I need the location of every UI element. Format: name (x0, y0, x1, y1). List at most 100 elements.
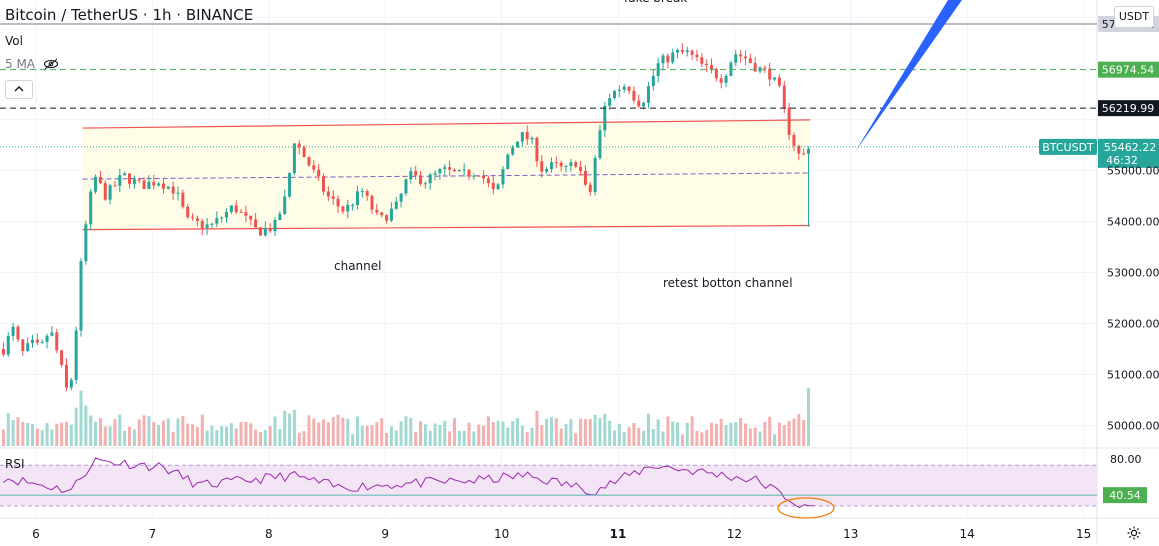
volume-bar (549, 417, 553, 446)
price-level-label: 56974.54 (1102, 64, 1155, 77)
volume-bar (239, 421, 243, 446)
currency-selector[interactable]: USDT (1114, 6, 1154, 28)
volume-bar (622, 432, 626, 446)
chevron-up-icon (14, 86, 24, 92)
volume-bar (613, 430, 617, 446)
candle-body (142, 180, 146, 190)
candle-body (685, 50, 689, 53)
candle-body (79, 261, 83, 331)
volume-bar (419, 421, 423, 446)
time-tick-label: 13 (843, 527, 858, 541)
volume-bar (588, 418, 592, 446)
candle-body (292, 143, 296, 174)
candle-body (273, 219, 277, 232)
candle-body (147, 181, 151, 190)
volume-bar (108, 426, 112, 446)
volume-bar (438, 424, 442, 446)
volume-bar (64, 421, 68, 446)
volume-bar (477, 424, 481, 446)
ma-indicator-label[interactable]: 5 MA (5, 57, 36, 71)
channel-label: channel (334, 259, 381, 273)
volume-bar (671, 421, 675, 446)
candle-body (743, 56, 747, 59)
volume-bar (758, 431, 762, 446)
candle-body (239, 212, 243, 214)
candle-body (244, 212, 248, 216)
volume-indicator-label[interactable]: Vol (5, 34, 23, 48)
time-tick-label: 14 (960, 527, 975, 541)
volume-bar (210, 425, 214, 446)
volume-bar (520, 425, 524, 446)
candle-body (389, 208, 393, 221)
candle-body (191, 217, 195, 219)
volume-bar (603, 413, 607, 446)
volume-bar (113, 419, 117, 446)
candle-body (642, 102, 646, 107)
candle-body (520, 131, 524, 142)
volume-bar (322, 419, 326, 446)
candle-body (554, 162, 558, 164)
volume-bar (35, 428, 39, 446)
volume-bar (31, 423, 35, 446)
candle-body (181, 192, 185, 207)
collapse-legend-button[interactable] (5, 80, 33, 99)
time-tick-label: 12 (727, 527, 742, 541)
volume-bar (254, 429, 258, 446)
volume-bar (205, 430, 209, 446)
volume-bar (525, 432, 529, 446)
price-axis: 57869.5156974.5456219.99BTCUSDT55462.224… (1039, 15, 1159, 504)
candle-body (448, 167, 452, 170)
candle-body (671, 52, 675, 63)
candle-body (254, 219, 258, 228)
candles (1, 43, 811, 392)
candle-body (297, 143, 301, 148)
rsi-indicator-label[interactable]: RSI (5, 457, 25, 471)
candle-body (210, 223, 214, 225)
candle-body (171, 186, 175, 194)
candle-body (617, 89, 621, 92)
volume-bar (748, 428, 752, 446)
volume-bar (506, 427, 510, 446)
candle-body (6, 335, 10, 355)
price-tick-label: 50000.00 (1107, 420, 1159, 433)
symbol-badge-label: BTCUSDT (1042, 141, 1094, 154)
candle-body (598, 130, 602, 158)
volume-bar (229, 423, 233, 446)
candle-body (288, 173, 292, 197)
volume-bar (661, 431, 665, 446)
candle-body (428, 174, 432, 184)
candle-body (438, 169, 442, 174)
volume-bar (724, 425, 728, 446)
channel-lower-line (82, 224, 811, 231)
symbol-title[interactable]: Bitcoin / TetherUS · 1h · BINANCE (5, 6, 254, 24)
volume-bar (137, 419, 141, 446)
volume-bar (773, 434, 777, 446)
volume-bars (1, 388, 811, 446)
chart-annotations: fake break channel retest botton channel (334, 0, 962, 290)
candle-body (409, 171, 413, 180)
volume-bar (171, 431, 175, 446)
volume-bar (574, 433, 578, 446)
candle-body (724, 75, 728, 83)
volume-bar (331, 417, 335, 446)
candle-body (225, 211, 229, 218)
candle-body (11, 326, 15, 336)
volume-bar (307, 415, 311, 446)
candle-body (549, 162, 553, 169)
volume-bar (491, 422, 495, 446)
volume-bar (399, 421, 403, 446)
candle-body (128, 173, 132, 184)
volume-bar (695, 430, 699, 446)
candle-body (317, 169, 321, 177)
last-price-badge (1098, 138, 1159, 168)
candle-body (676, 49, 680, 53)
eye-hidden-icon[interactable] (43, 57, 59, 70)
candle-body (486, 178, 490, 183)
volume-bar (428, 430, 432, 446)
volume-bar (40, 430, 44, 446)
volume-bar (559, 428, 563, 446)
gear-icon[interactable] (1126, 525, 1142, 541)
volume-bar (452, 418, 456, 446)
candle-body (176, 192, 180, 194)
